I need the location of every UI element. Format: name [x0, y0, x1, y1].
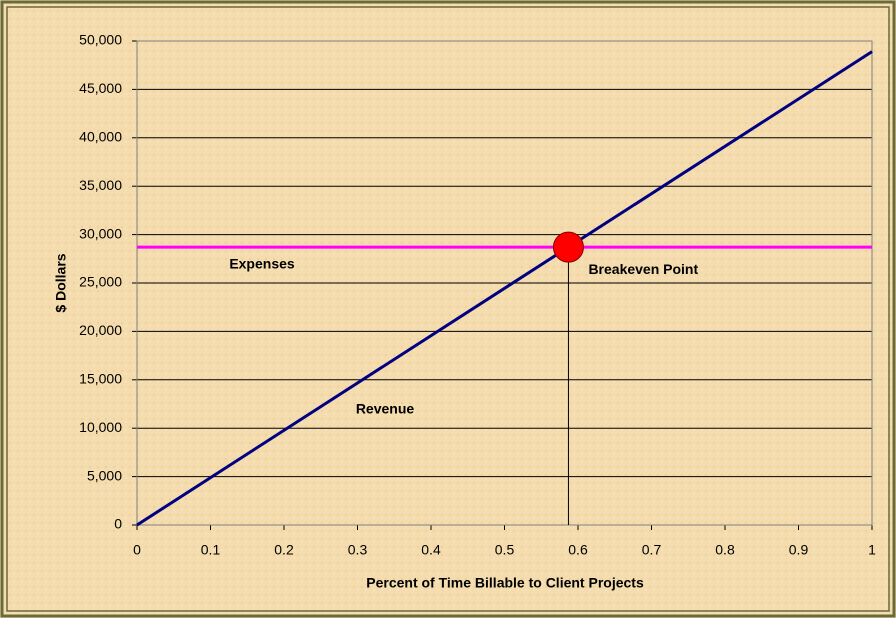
- inner-border: [6, 6, 890, 612]
- x-tick-label: 0.4: [421, 542, 441, 558]
- x-tick-label: 0.7: [642, 542, 662, 558]
- y-tick-label: 15,000: [79, 371, 122, 387]
- line-series: [136, 50, 873, 527]
- y-tick-label: 30,000: [79, 225, 122, 241]
- series-label: Expenses: [229, 256, 295, 272]
- breakeven-marker: [552, 231, 584, 263]
- y-tick-label: 50,000: [79, 32, 122, 48]
- y-tick-label: 40,000: [79, 129, 122, 145]
- x-tick-label: 1: [868, 542, 876, 558]
- x-tick-label: 0.6: [568, 542, 588, 558]
- point-label: Breakeven Point: [588, 261, 698, 277]
- x-tick-label: 0.8: [715, 542, 735, 558]
- y-tick-label: 0: [114, 516, 122, 532]
- x-tick-label: 0.1: [201, 542, 221, 558]
- x-tick-label: 0: [133, 542, 141, 558]
- series-label: Revenue: [356, 401, 415, 417]
- y-tick-label: 20,000: [79, 322, 122, 338]
- y-tick-label: 5,000: [87, 467, 122, 483]
- x-tick-label: 0.2: [274, 542, 294, 558]
- y-tick-label: 25,000: [79, 274, 122, 290]
- plot-border: [136, 40, 873, 526]
- y-tick-label: 45,000: [79, 80, 122, 96]
- y-tick-label: 35,000: [79, 177, 122, 193]
- y-axis-title: $ Dollars: [53, 253, 69, 312]
- x-tick-label: 0.3: [348, 542, 368, 558]
- y-tick-label: 10,000: [79, 419, 122, 435]
- x-axis-title: Percent of Time Billable to Client Proje…: [366, 575, 644, 591]
- x-tick-label: 0.9: [789, 542, 809, 558]
- x-tick-label: 0.5: [495, 542, 515, 558]
